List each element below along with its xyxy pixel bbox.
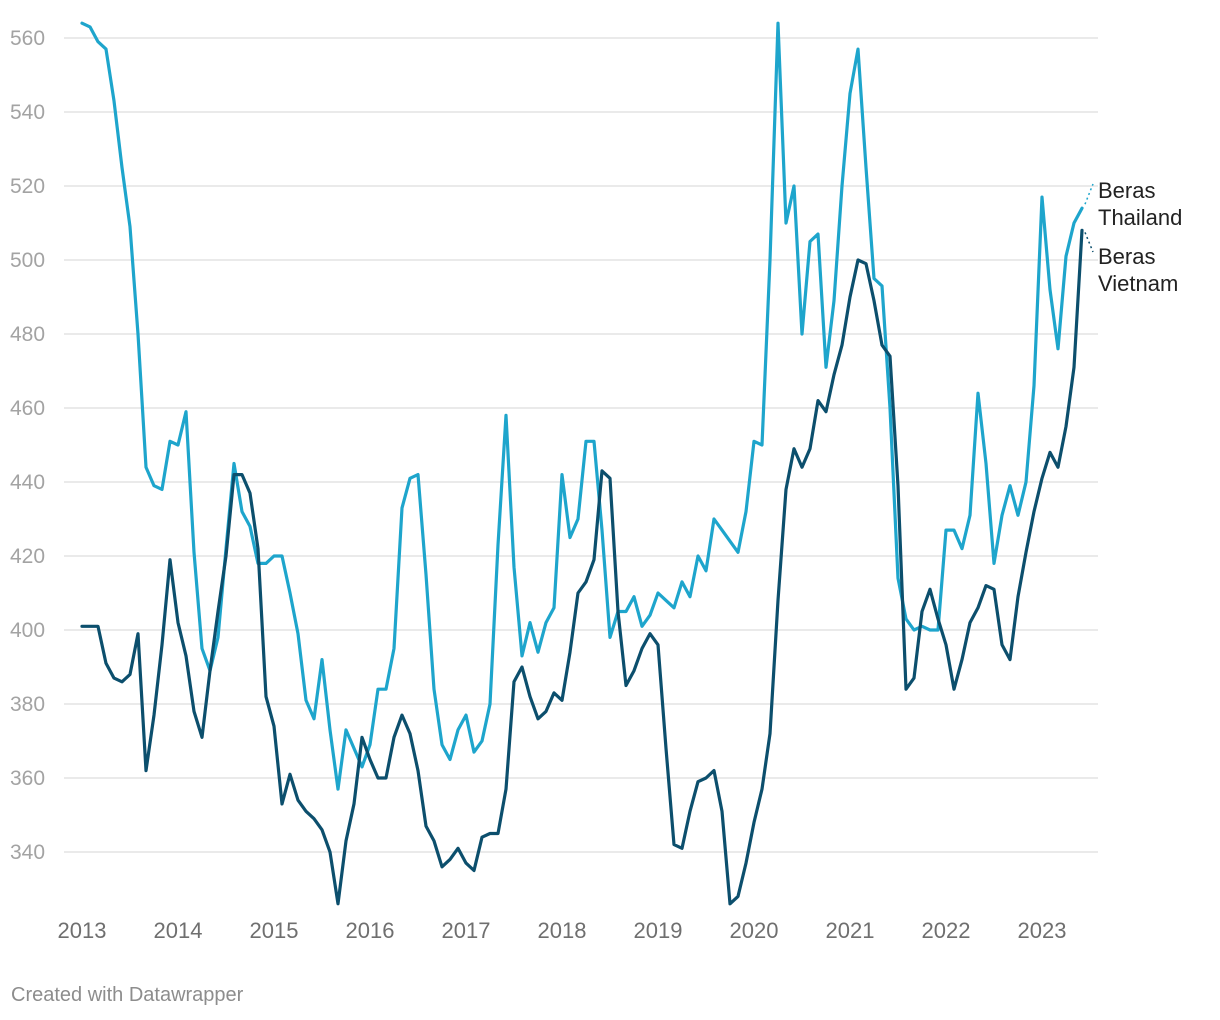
series-line-thailand [80, 21, 1084, 791]
x-tick-label: 2020 [730, 918, 779, 943]
thailand-label-line1: Beras [1098, 178, 1155, 203]
y-axis-ticks: 340 360 380 400 420 440 460 480 500 520 540 560 [10, 27, 45, 864]
vietnam-label-line2: Vietnam [1098, 271, 1178, 296]
x-tick-label: 2016 [346, 918, 395, 943]
y-tick-label: 400 [10, 619, 45, 642]
vietnam-label-leader [1084, 232, 1094, 253]
thailand-label-line2: Thailand [1098, 205, 1182, 230]
y-tick-label: 540 [10, 101, 45, 124]
x-tick-label: 2021 [826, 918, 875, 943]
x-tick-label: 2023 [1018, 918, 1067, 943]
gridlines [64, 37, 1098, 853]
vietnam-label: Beras [1098, 244, 1155, 269]
y-tick-label: 560 [10, 27, 45, 50]
x-tick-label: 2014 [154, 918, 203, 943]
vietnam-label-line1: Beras [1098, 244, 1155, 269]
y-tick-label: 440 [10, 471, 45, 494]
y-tick-label: 520 [10, 175, 45, 198]
series-line-vietnam [80, 228, 1084, 906]
thailand-label-leader [1084, 183, 1094, 205]
y-tick-label: 380 [10, 693, 45, 716]
series-labels: Beras Thailand Beras Vietnam [1084, 178, 1182, 296]
thailand-label: Beras [1098, 178, 1155, 203]
x-tick-label: 2022 [922, 918, 971, 943]
x-tick-label: 2013 [58, 918, 107, 943]
credit-footer: Created with Datawrapper [11, 984, 244, 1006]
x-axis-ticks: 2013 2014 2015 2016 2017 2018 2019 2020 2021 2022… [58, 918, 1067, 943]
y-tick-label: 460 [10, 397, 45, 420]
thailand-label-2: Thailand [1098, 205, 1182, 230]
series-lines [80, 21, 1084, 906]
x-tick-label: 2017 [442, 918, 491, 943]
y-tick-label: 420 [10, 545, 45, 568]
x-tick-label: 2018 [538, 918, 587, 943]
x-tick-label: 2019 [634, 918, 683, 943]
vietnam-label-2: Vietnam [1098, 271, 1178, 296]
y-tick-label: 340 [10, 841, 45, 864]
y-tick-label: 500 [10, 249, 45, 272]
y-tick-label: 360 [10, 767, 45, 790]
x-tick-label: 2015 [250, 918, 299, 943]
y-tick-label: 480 [10, 323, 45, 346]
